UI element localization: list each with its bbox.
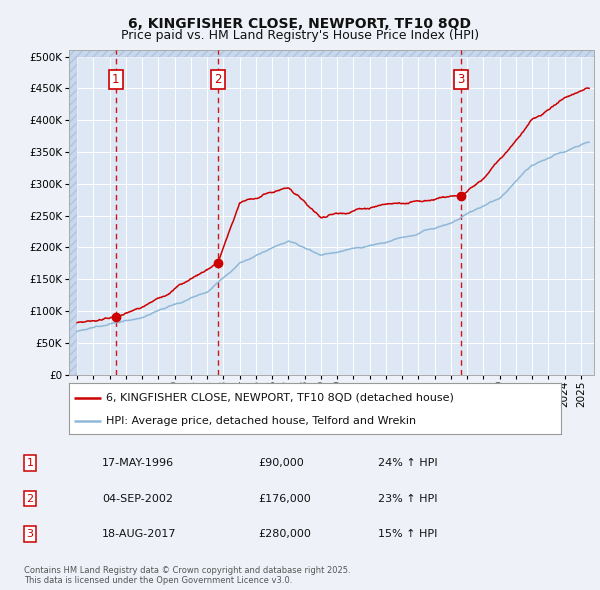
Text: £280,000: £280,000 bbox=[258, 529, 311, 539]
Text: 6, KINGFISHER CLOSE, NEWPORT, TF10 8QD (detached house): 6, KINGFISHER CLOSE, NEWPORT, TF10 8QD (… bbox=[106, 392, 454, 402]
Text: £176,000: £176,000 bbox=[258, 494, 311, 503]
Text: £90,000: £90,000 bbox=[258, 458, 304, 468]
Text: 3: 3 bbox=[458, 73, 465, 86]
Text: 18-AUG-2017: 18-AUG-2017 bbox=[102, 529, 176, 539]
Text: 1: 1 bbox=[26, 458, 34, 468]
Text: 17-MAY-1996: 17-MAY-1996 bbox=[102, 458, 174, 468]
Text: 04-SEP-2002: 04-SEP-2002 bbox=[102, 494, 173, 503]
Text: 1: 1 bbox=[112, 73, 119, 86]
Text: 3: 3 bbox=[26, 529, 34, 539]
Bar bbox=[69, 50, 594, 57]
Text: 24% ↑ HPI: 24% ↑ HPI bbox=[378, 458, 437, 468]
Text: 15% ↑ HPI: 15% ↑ HPI bbox=[378, 529, 437, 539]
Text: 2: 2 bbox=[26, 494, 34, 503]
Text: Price paid vs. HM Land Registry's House Price Index (HPI): Price paid vs. HM Land Registry's House … bbox=[121, 29, 479, 42]
Text: 6, KINGFISHER CLOSE, NEWPORT, TF10 8QD: 6, KINGFISHER CLOSE, NEWPORT, TF10 8QD bbox=[128, 17, 472, 31]
Text: HPI: Average price, detached house, Telford and Wrekin: HPI: Average price, detached house, Telf… bbox=[106, 416, 416, 426]
Bar bbox=[66, 50, 77, 375]
Text: 23% ↑ HPI: 23% ↑ HPI bbox=[378, 494, 437, 503]
Text: 2: 2 bbox=[214, 73, 222, 86]
Text: Contains HM Land Registry data © Crown copyright and database right 2025.
This d: Contains HM Land Registry data © Crown c… bbox=[24, 566, 350, 585]
